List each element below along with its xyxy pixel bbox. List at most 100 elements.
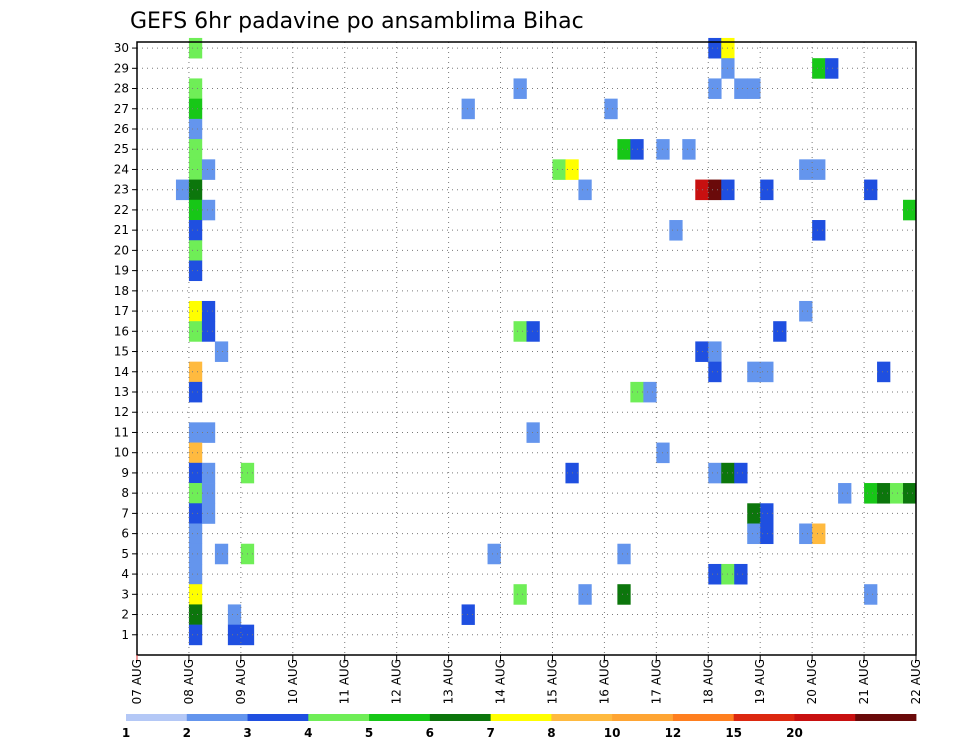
y-tick-label-10: 10 (114, 446, 129, 460)
heatmap-cell-66 (188, 462, 203, 484)
heatmap-cell-52 (708, 341, 722, 362)
heatmap-cell-10 (747, 78, 761, 99)
colorbar-swatch-10 (733, 714, 795, 721)
colorbar-swatch-6 (490, 714, 552, 721)
heatmap-cell-94 (188, 563, 203, 585)
y-tick-label-5: 5 (121, 547, 129, 561)
heatmap-cell-103 (188, 604, 203, 625)
colorbar-swatch-11 (794, 714, 856, 721)
y-tick-label-15: 15 (114, 345, 129, 359)
x-tick-label-13: 20 AUG (805, 659, 819, 704)
heatmap-cells (175, 37, 917, 646)
heatmap-cell-73 (188, 483, 203, 504)
heatmap-cell-93 (617, 543, 631, 565)
y-tick-label-30: 30 (114, 41, 129, 55)
heatmap-cell-58 (188, 381, 203, 403)
colorbar-swatch-5 (429, 714, 492, 721)
colorbar-label-6: 6 (426, 726, 434, 740)
y-tick-label-16: 16 (114, 324, 129, 338)
heatmap-cell-0 (188, 37, 203, 59)
heatmap-cell-97 (734, 563, 748, 585)
heatmap-cell-105 (461, 604, 475, 625)
y-tick-label-25: 25 (114, 142, 129, 156)
x-tick-label-10: 17 AUG (649, 659, 663, 704)
heatmap-cell-15 (188, 139, 203, 160)
heatmap-cell-8 (708, 78, 722, 99)
colorbar-label-7: 7 (486, 726, 494, 740)
x-tick-label-6: 13 AUG (442, 659, 456, 704)
heatmap-cell-67 (201, 462, 216, 484)
colorbar-label-2: 2 (183, 726, 191, 740)
heatmap-cell-92 (487, 543, 501, 565)
heatmap-cell-45 (188, 321, 203, 342)
x-tick-label-8: 15 AUG (545, 659, 559, 704)
heatmap-cell-100 (578, 584, 592, 605)
y-tick-label-24: 24 (114, 162, 129, 176)
heatmap-cell-79 (903, 483, 917, 504)
heatmap-cell-35 (201, 199, 216, 221)
x-tick-label-9: 16 AUG (597, 659, 611, 704)
plot-frame (136, 41, 917, 656)
heatmap-cell-19 (682, 139, 696, 160)
heatmap-cell-56 (760, 361, 774, 383)
x-tick-label-5: 12 AUG (390, 659, 404, 704)
heatmap-cell-72 (734, 462, 748, 484)
heatmap-cell-60 (643, 381, 657, 403)
heatmap-cell-30 (708, 179, 722, 201)
colorbar-swatch-9 (672, 714, 735, 721)
heatmap-cell-21 (201, 159, 216, 180)
heatmap-cell-75 (838, 483, 852, 504)
x-tick-label-12: 19 AUG (753, 659, 767, 704)
y-tick-label-29: 29 (114, 61, 129, 75)
heatmap-cell-107 (227, 624, 242, 646)
heatmap-cell-84 (188, 523, 203, 545)
y-tick-label-14: 14 (114, 365, 129, 379)
y-tick-label-6: 6 (121, 527, 129, 541)
y-tick-label-22: 22 (114, 203, 129, 217)
colorbar-label-12: 12 (665, 726, 682, 740)
colorbar-swatch-8 (612, 714, 674, 721)
heatmap-cell-64 (188, 442, 203, 464)
y-tick-label-7: 7 (121, 506, 129, 520)
heatmap-cell-7 (513, 78, 527, 99)
y-tick-label-9: 9 (121, 466, 129, 480)
y-tick-label-20: 20 (114, 243, 129, 257)
heatmap-cell-95 (708, 563, 722, 585)
y-tick-label-18: 18 (114, 284, 129, 298)
colorbar-label-20: 20 (786, 726, 803, 740)
heatmap-cell-20 (188, 159, 203, 180)
heatmap-cell-55 (747, 361, 761, 383)
y-tick-label-11: 11 (114, 425, 129, 439)
heatmap-cell-24 (799, 159, 813, 180)
colorbar-swatch-2 (247, 714, 309, 721)
heatmap-cell-14 (188, 118, 203, 140)
heatmap-cell-33 (864, 179, 878, 201)
heatmap-cell-101 (617, 584, 631, 605)
heatmap-cell-1 (708, 37, 722, 59)
heatmap-cell-85 (747, 523, 761, 545)
heatmap-cell-42 (188, 300, 203, 322)
heatmap-cell-49 (773, 321, 787, 342)
grid-lines (137, 42, 916, 655)
y-tick-label-13: 13 (114, 385, 129, 399)
heatmap-cell-80 (188, 503, 203, 524)
x-axis-ticks: 07 AUG 08 AUG 09 AUG 10 AUG 11 AUG 12 AUG 13 A… (130, 655, 923, 704)
chart-title: GEFS 6hr padavine po ansamblima Bihac (130, 9, 584, 34)
y-tick-label-28: 28 (114, 82, 129, 96)
heatmap-cell-41 (188, 260, 203, 282)
x-tick-label-2: 09 AUG (234, 659, 248, 704)
heatmap-cell-4 (812, 58, 826, 79)
x-tick-label-4: 11 AUG (338, 659, 352, 704)
x-tick-label-7: 14 AUG (494, 659, 508, 704)
heatmap-cell-13 (604, 98, 618, 120)
colorbar-swatch-4 (369, 714, 431, 721)
heatmap-cell-29 (695, 179, 709, 201)
heatmap-cell-12 (461, 98, 475, 120)
heatmap-cell-16 (617, 139, 631, 160)
y-tick-label-21: 21 (114, 223, 129, 237)
heatmap-cell-48 (526, 321, 540, 342)
y-tick-label-4: 4 (121, 567, 129, 581)
y-tick-label-8: 8 (121, 486, 129, 500)
y-tick-label-27: 27 (114, 102, 129, 116)
colorbar-swatch-1 (186, 714, 248, 721)
